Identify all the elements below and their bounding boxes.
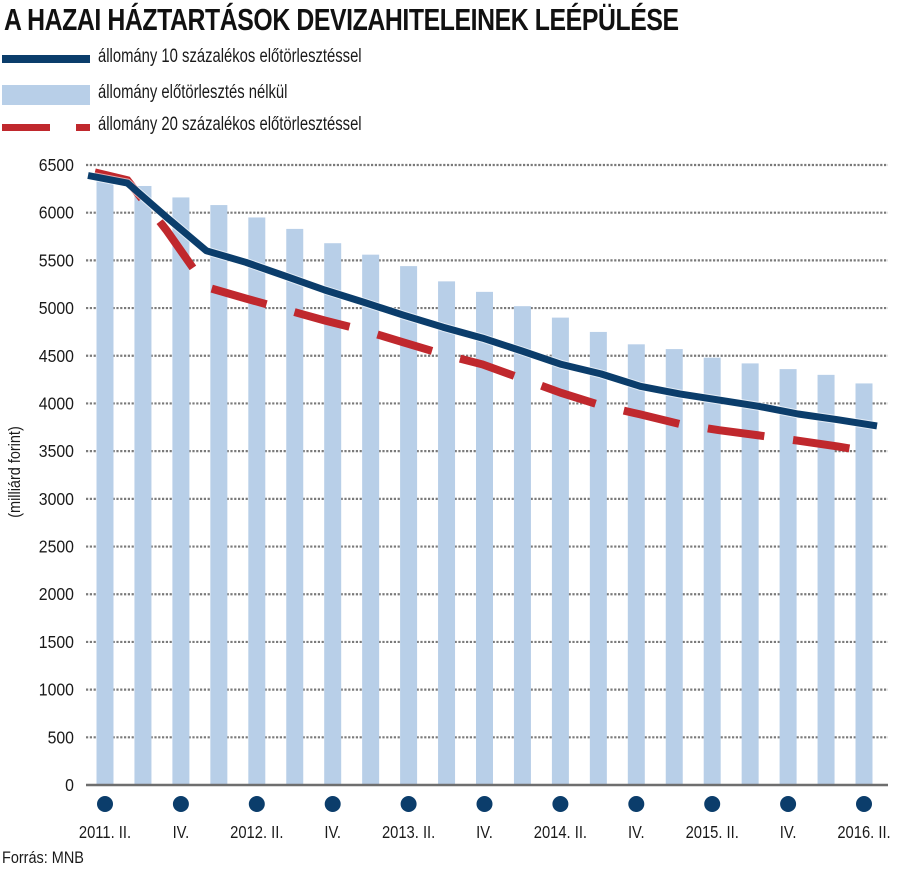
legend-swatch-bar-icon [2,85,90,105]
x-axis-marker [856,796,872,812]
legend-item-20-percent: állomány 20 százalékos előtörlesztéssel [0,114,900,140]
bar [476,291,493,785]
y-tick-label: 1500 [39,632,74,652]
x-tick-labels: 2011. II. IV. 2012. II. IV. 2013. II. IV. 2014… [79,823,891,843]
x-tick-label: 2016. II. [837,823,890,843]
legend-swatch-dashed-line-icon [2,124,50,131]
legend-label: állomány előtörlesztés nélkül [98,82,288,103]
bar [210,205,228,786]
x-axis-marker [628,796,645,812]
bar [513,306,531,785]
bar [551,317,569,785]
x-axis-marker [400,796,417,812]
legend-item-10-percent: állomány 10 százalékos előtörlesztéssel [0,46,900,72]
y-tick-label: 0 [65,775,74,795]
y-tick-label: 5500 [39,250,74,270]
x-axis-marker [704,796,721,812]
y-tick-label: 1000 [39,680,74,700]
legend-swatch-dash-segment-icon [76,124,90,131]
chart-title: A HAZAI HÁZTARTÁSOK DEVIZAHITELEINEK LEÉ… [4,2,679,37]
legend-label: állomány 10 százalékos előtörlesztéssel [98,46,362,67]
bar [286,228,304,785]
y-tick-label: 5000 [39,298,74,318]
y-tick-label: 4000 [39,394,74,414]
bar-series [96,175,873,786]
bar [134,185,152,785]
x-tick-label: 2013. II. [382,823,435,843]
x-axis-markers [97,796,872,812]
bar [362,254,380,785]
bar [627,344,645,785]
bar [779,369,797,785]
line-series-20-percent [87,166,878,458]
dashed-line-path [87,166,878,458]
x-axis-marker [248,796,265,812]
bar [855,383,873,785]
y-tick-labels: 0 500 1000 1500 2000 2500 3000 3500 4000 4500 5000… [39,155,74,795]
x-tick-label: 2014. II. [534,823,587,843]
legend-item-no-prepayment: állomány előtörlesztés nélkül [0,82,900,108]
x-tick-label: 2012. II. [230,823,283,843]
x-tick-label: 2015. II. [686,823,739,843]
y-tick-label: 2500 [39,537,74,557]
x-tick-label: IV. [324,823,341,843]
line-series-10-percent [87,171,878,431]
x-axis-marker [172,796,189,812]
y-tick-label: 500 [48,727,74,747]
y-tick-label: 6000 [39,203,74,223]
y-tick-label: 6500 [39,155,74,175]
x-axis-marker [476,796,493,812]
x-axis-marker [780,796,797,812]
x-axis-marker [324,796,341,812]
legend-label: állomány 20 százalékos előtörlesztéssel [98,114,362,135]
x-tick-label: IV. [476,823,493,843]
bar [400,266,418,786]
bar [665,349,683,785]
y-tick-label: 3500 [39,441,74,461]
bar [817,374,835,785]
x-axis-marker [552,796,569,812]
bar [248,217,266,785]
y-tick-label: 2000 [39,584,74,604]
x-tick-label: IV. [173,823,190,843]
x-axis-marker [97,796,113,812]
legend-swatch-solid-line-icon [2,55,90,63]
bar [589,331,607,785]
bar [172,197,190,785]
x-tick-label: IV. [780,823,797,843]
x-tick-label: IV. [628,823,645,843]
y-tick-label: 3000 [39,489,74,509]
bar [741,363,759,785]
bar [438,281,456,785]
bar [324,243,342,785]
source-note: Forrás: MNB [2,848,84,867]
x-tick-label: 2011. II. [79,823,131,843]
solid-line-path [87,172,878,430]
bar [703,357,721,785]
y-tick-label: 4500 [39,346,74,366]
bar [96,175,114,785]
